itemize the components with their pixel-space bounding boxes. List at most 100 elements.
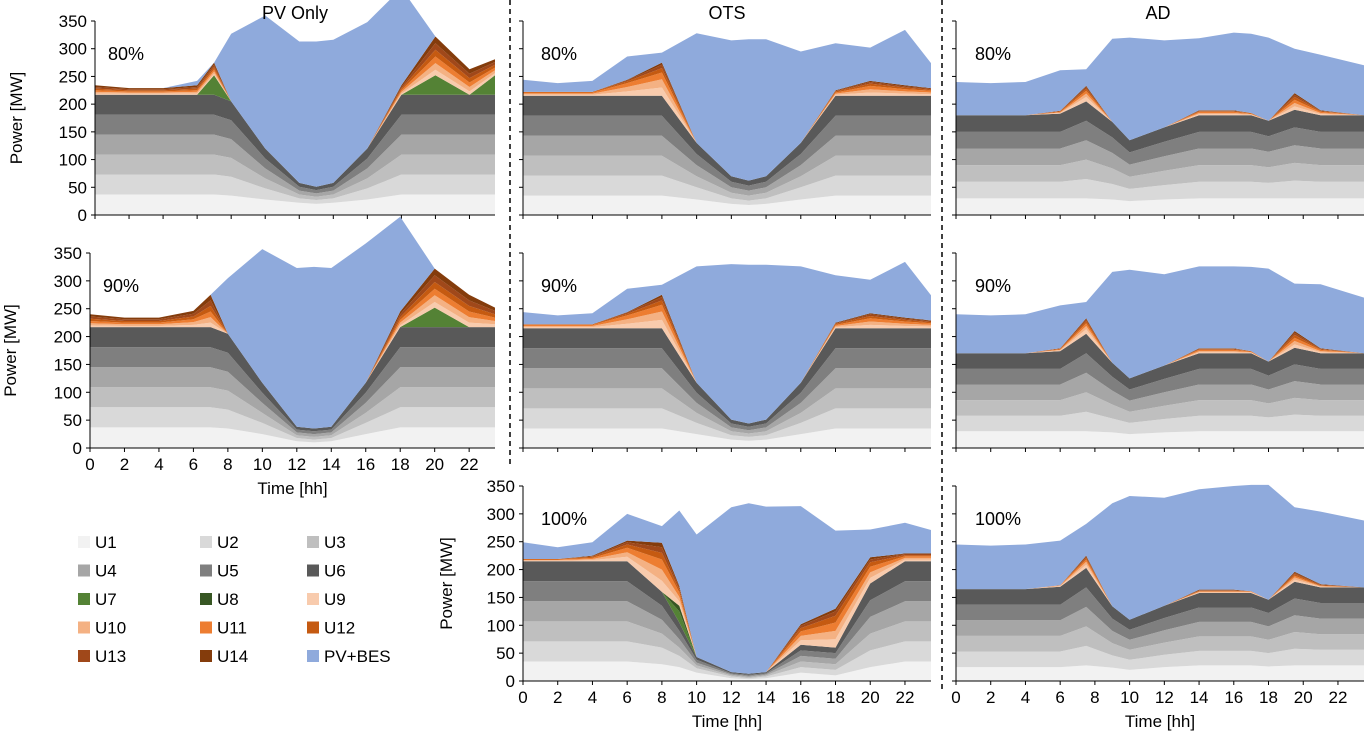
area-u4	[956, 606, 1364, 650]
legend-label: U9	[324, 590, 346, 609]
y-tick-label: 250	[59, 67, 87, 86]
x-tick-label: 2	[120, 455, 129, 474]
legend-item-u10: U10	[78, 619, 126, 638]
y-tick-label: 0	[78, 206, 87, 225]
area-u2	[90, 407, 495, 443]
legend-item-u6: U6	[307, 562, 346, 581]
legend-item-u12: U12	[307, 619, 355, 638]
area-u3	[523, 621, 931, 679]
y-tick-label: 250	[487, 533, 515, 552]
legend-item-u13: U13	[78, 647, 126, 666]
area-u4	[523, 368, 931, 434]
legend-swatch	[307, 564, 319, 577]
legend-label: U6	[324, 562, 346, 581]
legend-swatch	[200, 621, 212, 634]
area-u4	[956, 140, 1364, 177]
area-u1	[956, 665, 1364, 681]
area-u6	[95, 94, 495, 191]
area-u4	[523, 601, 931, 678]
y-axis-title: Power [MW]	[7, 72, 26, 165]
area-u3	[523, 388, 931, 437]
area-u1	[523, 428, 931, 448]
y-tick-label: 0	[506, 672, 515, 691]
area-u4	[523, 135, 931, 196]
y-tick-label: 50	[496, 644, 515, 663]
y-tick-label: 50	[68, 178, 87, 197]
legend-swatch	[78, 593, 90, 605]
y-tick-label: 150	[54, 355, 82, 374]
x-tick-label: 8	[223, 455, 232, 474]
x-tick-label: 22	[1328, 688, 1347, 707]
x-tick-label: 4	[154, 455, 163, 474]
legend-label: U7	[95, 590, 117, 609]
legend-item-u4: U4	[78, 562, 117, 581]
area-u10	[90, 295, 495, 429]
panel-percent-label: 100%	[975, 509, 1021, 529]
area-u3	[956, 626, 1364, 660]
legend-swatch	[200, 564, 212, 577]
y-tick-label: 0	[73, 439, 82, 458]
y-tick-label: 200	[54, 328, 82, 347]
area-pv-bes	[956, 484, 1364, 620]
x-tick-label: 0	[85, 455, 94, 474]
panel-ad-80pct: 80%	[952, 20, 1364, 219]
area-u3	[90, 387, 495, 440]
y-tick-label: 350	[487, 477, 515, 496]
area-u5	[523, 581, 931, 676]
legend-swatch	[200, 650, 212, 662]
area-u2	[956, 179, 1364, 202]
x-tick-label: 12	[1155, 688, 1174, 707]
area-u3	[956, 159, 1364, 189]
panel-percent-label: 80%	[108, 44, 144, 64]
area-u1	[95, 194, 495, 215]
area-u11	[90, 288, 495, 429]
y-tick-label: 200	[487, 561, 515, 580]
area-u6	[523, 328, 931, 427]
area-u2	[523, 408, 931, 441]
area-u9	[90, 302, 495, 429]
x-tick-label: 22	[895, 688, 914, 707]
panel-percent-label: 90%	[975, 276, 1011, 296]
area-u12	[90, 282, 495, 429]
area-u1	[956, 431, 1364, 448]
x-tick-label: 8	[1090, 688, 1099, 707]
x-tick-label: 12	[287, 455, 306, 474]
x-axis-title: Time [hh]	[257, 479, 327, 498]
legend-label: U10	[95, 619, 126, 638]
x-tick-label: 4	[588, 688, 597, 707]
area-u5	[95, 114, 495, 194]
area-u2	[523, 641, 931, 680]
area-u4	[956, 372, 1364, 412]
area-u14	[90, 268, 495, 429]
panel-percent-label: 90%	[103, 276, 139, 296]
area-u1	[523, 195, 931, 215]
legend-label: U8	[217, 590, 239, 609]
area-u7	[90, 307, 495, 429]
legend-label: PV+BES	[324, 647, 391, 666]
legend-label: U4	[95, 562, 117, 581]
legend-label: U5	[217, 562, 239, 581]
x-tick-label: 6	[622, 688, 631, 707]
area-u4	[95, 134, 495, 197]
panel-percent-label: 100%	[541, 509, 587, 529]
area-u1	[523, 661, 931, 681]
area-u5	[956, 353, 1364, 401]
area-u1	[90, 427, 495, 448]
area-pv-bes	[523, 261, 931, 424]
column-title-pv-only: PV Only	[262, 3, 328, 23]
x-tick-label: 10	[687, 688, 706, 707]
legend-swatch	[200, 536, 212, 548]
area-u3	[95, 154, 495, 200]
y-tick-label: 300	[487, 505, 515, 524]
y-tick-label: 100	[54, 383, 82, 402]
x-axis-title: Time [hh]	[1125, 712, 1195, 731]
legend-swatch	[307, 536, 319, 548]
y-tick-label: 200	[59, 95, 87, 114]
area-u5	[90, 347, 495, 435]
area-pv-bes	[90, 216, 495, 429]
x-tick-label: 8	[657, 688, 666, 707]
legend-swatch	[200, 593, 212, 605]
legend-swatch	[307, 621, 319, 634]
y-axis-title: Power [MW]	[437, 537, 456, 630]
